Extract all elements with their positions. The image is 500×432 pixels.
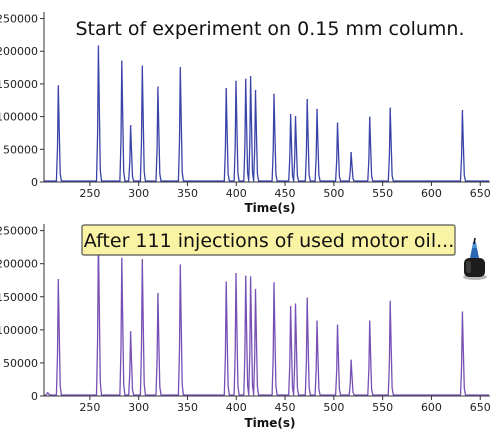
- bottom-annotation-text: After 111 injections of used motor oil..…: [84, 230, 454, 252]
- bottom-peak-point: [273, 282, 275, 284]
- bottom-peak-point: [255, 288, 257, 291]
- bottom-peak-point: [306, 297, 309, 299]
- top-y-tick-label: 250000: [0, 13, 38, 26]
- bottom-x-tick-label: 350: [177, 401, 198, 414]
- top-x-tick-label: 450: [275, 187, 296, 200]
- bottom-peak-point: [225, 281, 228, 283]
- top-y-tick-label: 50000: [3, 143, 38, 156]
- top-y-tick-label: 0: [31, 176, 38, 189]
- top-peak-point: [250, 76, 252, 78]
- top-peak-point: [316, 108, 318, 111]
- bottom-axes: [43, 224, 490, 397]
- bottom-x-tick-label: 300: [128, 401, 149, 414]
- top-y-tick-label: 150000: [0, 78, 38, 91]
- bottom-y-tick-label: 0: [31, 390, 38, 403]
- top-axes: [43, 12, 490, 183]
- bottom-peak-point: [130, 331, 132, 333]
- top-series-line: [44, 45, 489, 182]
- top-x-tick-label: 550: [372, 187, 393, 200]
- bottom-peak-point: [141, 259, 144, 261]
- top-trace-group: [44, 45, 489, 182]
- oil-can-icon: [463, 237, 487, 280]
- bottom-y-tick-label: 50000: [3, 357, 38, 370]
- bottom-y-tick-label: 250000: [0, 225, 38, 238]
- top-x-axis-title: Time(s): [244, 201, 295, 215]
- top-peak-point: [369, 116, 371, 118]
- bottom-peak-point: [462, 311, 464, 313]
- bottom-y-tick-label: 100000: [0, 324, 38, 337]
- bottom-peak-point: [245, 275, 247, 277]
- top-peak-point: [462, 110, 464, 112]
- top-peak-point: [180, 66, 182, 69]
- top-peak-point: [306, 99, 309, 101]
- bottom-trace-group: [44, 236, 489, 396]
- bottom-series-line: [44, 236, 489, 396]
- bottom-x-axis-title: Time(s): [244, 416, 295, 430]
- top-peak-point: [255, 89, 257, 92]
- bottom-peak-point: [350, 359, 353, 361]
- top-x-tick-label: 600: [421, 187, 442, 200]
- top-annotation-text: Start of experiment on 0.15 mm column.: [75, 18, 464, 40]
- bottom-peak-point: [369, 320, 371, 322]
- bottom-peak-point: [250, 276, 252, 278]
- top-x-tick-label: 650: [470, 187, 491, 200]
- top-peak-point: [290, 114, 292, 116]
- bottom-peak-point: [337, 324, 339, 326]
- top-peak-point: [350, 151, 353, 154]
- top-x-tick-label: 300: [128, 187, 149, 200]
- bottom-x-tick-label: 450: [275, 401, 296, 414]
- top-peak-point: [273, 93, 275, 95]
- bottom-x-tick-label: 250: [79, 401, 100, 414]
- bottom-peak-point: [316, 320, 318, 322]
- bottom-peak-point: [295, 303, 297, 305]
- top-peak-point: [121, 60, 123, 62]
- bottom-x-tick-label: 400: [226, 401, 247, 414]
- top-peak-point: [225, 87, 228, 90]
- bottom-x-tick-label: 500: [323, 401, 344, 414]
- top-peak-point: [141, 65, 144, 67]
- bottom-y-tick-label: 150000: [0, 291, 38, 304]
- bottom-y-tick-label: 200000: [0, 258, 38, 271]
- top-x-tick-label: 500: [323, 187, 344, 200]
- top-peak-point: [130, 125, 132, 127]
- bottom-peak-point: [157, 292, 159, 295]
- top-x-tick-label: 250: [79, 187, 100, 200]
- bottom-tick-labels: 0 50000 100000 150000 200000 250000 250 300 350 4…: [0, 225, 491, 414]
- top-peak-point: [295, 116, 297, 118]
- bottom-peak-point: [235, 273, 237, 275]
- bottom-peak-point: [389, 300, 392, 302]
- top-chromatogram-panel: 0 50000 100000 150000 200000 250000 250 300 350 4…: [0, 12, 491, 215]
- bottom-peak-point: [121, 257, 123, 259]
- bottom-peak-point: [180, 264, 182, 266]
- top-x-tick-label: 400: [226, 187, 247, 200]
- bottom-x-tick-label: 650: [470, 401, 491, 414]
- top-peak-point: [58, 85, 60, 87]
- top-peak-point: [157, 86, 159, 88]
- top-peak-point: [235, 80, 237, 82]
- bottom-peak-point: [58, 278, 60, 281]
- top-peak-point: [337, 122, 339, 124]
- top-y-tick-label: 100000: [0, 111, 38, 124]
- top-peak-point: [245, 78, 247, 80]
- bottom-chromatogram-panel: 0 50000 100000 150000 200000 250000 250 300 350 4…: [0, 224, 491, 430]
- top-y-tick-label: 200000: [0, 45, 38, 58]
- bottom-annotation-box: [81, 224, 456, 256]
- top-x-tick-label: 350: [177, 187, 198, 200]
- top-peak-point: [389, 107, 392, 109]
- bottom-x-tick-label: 550: [372, 401, 393, 414]
- bottom-x-tick-label: 600: [421, 401, 442, 414]
- bottom-peak-point: [290, 306, 292, 308]
- top-peak-point: [98, 45, 100, 47]
- bottom-peak-point: [47, 392, 49, 394]
- top-tick-labels: 0 50000 100000 150000 200000 250000 250 300 350 4…: [0, 13, 491, 200]
